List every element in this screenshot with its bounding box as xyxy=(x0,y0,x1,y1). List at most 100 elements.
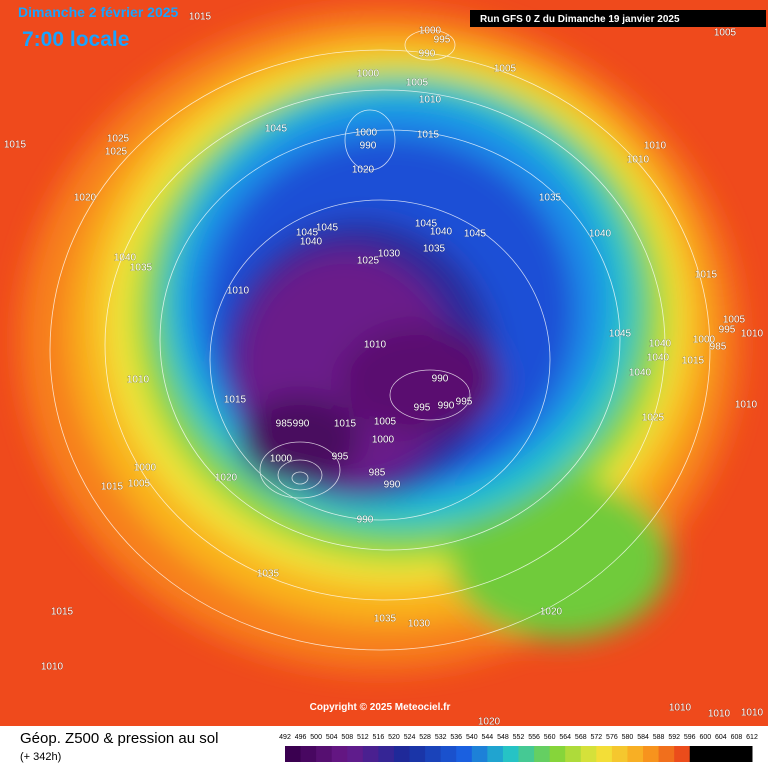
pressure-label: 1010 xyxy=(419,95,442,106)
pressure-label: 1030 xyxy=(378,249,401,260)
pressure-label: 1015 xyxy=(682,356,705,367)
scale-label: 560 xyxy=(544,734,556,741)
scale-swatch xyxy=(720,746,737,762)
scale-label: 572 xyxy=(590,734,602,741)
scale-swatch xyxy=(643,746,660,762)
scale-swatch xyxy=(580,746,597,762)
pressure-label: 990 xyxy=(419,49,436,60)
pressure-label: 1025 xyxy=(357,256,380,267)
scale-label: 544 xyxy=(482,734,494,741)
pressure-label: 1040 xyxy=(589,229,612,240)
scale-label: 548 xyxy=(497,734,509,741)
scale-swatch xyxy=(705,746,722,762)
pressure-label: 995 xyxy=(332,452,349,463)
pressure-label: 1010 xyxy=(741,708,764,719)
geopotential-field xyxy=(20,10,740,670)
pressure-label: 1020 xyxy=(215,473,238,484)
scale-swatch xyxy=(565,746,582,762)
scale-label: 496 xyxy=(295,734,307,741)
pressure-label: 1045 xyxy=(296,228,319,239)
pressure-label: 1045 xyxy=(464,229,487,240)
scale-swatch xyxy=(393,746,411,762)
pressure-label: 1015 xyxy=(189,12,212,23)
pressure-label: 1000 xyxy=(355,128,378,139)
pressure-label: 1010 xyxy=(41,662,64,673)
forecast-time: 7:00 locale xyxy=(22,28,129,51)
color-scale: 492 496 500 504 508 512 516 520 524 528 532 536 540 5… xyxy=(279,734,758,762)
scale-swatch xyxy=(456,746,473,762)
pressure-label: 1025 xyxy=(105,147,128,158)
pressure-label: 1035 xyxy=(423,244,446,255)
pressure-label: 1020 xyxy=(74,193,97,204)
scale-label: 600 xyxy=(699,734,711,741)
pressure-label: 985 xyxy=(710,342,727,353)
scale-swatch xyxy=(331,746,348,762)
pressure-label: 990 xyxy=(293,419,310,430)
scale-label: 556 xyxy=(528,734,540,741)
scale-label: 504 xyxy=(326,734,338,741)
scale-swatch xyxy=(316,746,333,762)
scale-label: 524 xyxy=(404,734,416,741)
pressure-label: 990 xyxy=(360,141,377,152)
scale-swatch xyxy=(487,746,504,762)
scale-swatch xyxy=(689,746,706,762)
pressure-label: 1025 xyxy=(107,134,130,145)
pressure-label: 1025 xyxy=(642,413,665,424)
scale-label: 568 xyxy=(575,734,587,741)
scale-swatch xyxy=(627,746,644,762)
pressure-label: 1010 xyxy=(644,141,667,152)
pressure-label: 1015 xyxy=(4,140,27,151)
scale-swatch xyxy=(440,746,457,762)
scale-swatch xyxy=(285,746,302,762)
scale-swatch xyxy=(611,746,628,762)
pressure-label: 1040 xyxy=(430,227,453,238)
pressure-label: 1000 xyxy=(270,454,293,465)
pressure-label: 1035 xyxy=(130,263,153,274)
pressure-label: 1045 xyxy=(265,124,288,135)
scale-swatch xyxy=(534,746,551,762)
pressure-label: 1030 xyxy=(408,619,431,630)
scale-swatch xyxy=(409,746,426,762)
pressure-label: 1010 xyxy=(741,329,764,340)
pressure-label: 1015 xyxy=(417,130,440,141)
scale-label: 492 xyxy=(279,734,291,741)
pressure-label: 1040 xyxy=(649,339,672,350)
pressure-label: 1045 xyxy=(609,329,632,340)
scale-swatch xyxy=(362,746,379,762)
scale-swatch xyxy=(425,746,442,762)
scale-swatch xyxy=(347,746,364,762)
pressure-label: 1000 xyxy=(419,26,442,37)
pressure-label: 1020 xyxy=(540,607,563,618)
scale-label: 520 xyxy=(388,734,400,741)
pressure-label: 1040 xyxy=(629,368,652,379)
pressure-label: 1010 xyxy=(708,709,731,720)
pressure-label: 1005 xyxy=(406,78,429,89)
scale-label: 540 xyxy=(466,734,478,741)
pressure-label: 1005 xyxy=(494,64,517,75)
pressure-label: 1010 xyxy=(627,155,650,166)
pressure-label: 1010 xyxy=(735,400,758,411)
pressure-label: 1005 xyxy=(723,315,746,326)
scale-label: 552 xyxy=(513,734,525,741)
pressure-label: 1010 xyxy=(127,375,150,386)
scale-swatch xyxy=(658,746,675,762)
pressure-label: 995 xyxy=(456,397,473,408)
scale-swatch xyxy=(471,746,488,762)
pressure-label: 990 xyxy=(384,480,401,491)
pressure-label: 985 xyxy=(369,468,386,479)
pressure-label: 995 xyxy=(719,325,736,336)
forecast-date: Dimanche 2 février 2025 xyxy=(18,4,179,20)
pressure-label: 985 xyxy=(276,419,293,430)
scale-label: 592 xyxy=(668,734,680,741)
footer-title: Géop. Z500 & pression au sol xyxy=(20,730,218,747)
pressure-label: 1010 xyxy=(227,286,250,297)
pressure-labels: 1015 1015 1025 1025 1020 1045 1000 995 990 1000 10… xyxy=(3,11,764,726)
scale-swatch xyxy=(518,746,535,762)
weather-map: 1015 1015 1025 1025 1020 1045 1000 995 990 1000 10… xyxy=(0,0,768,726)
scale-label: 580 xyxy=(622,734,634,741)
pressure-label: 1035 xyxy=(374,614,397,625)
pressure-label: 1015 xyxy=(224,395,247,406)
pressure-label: 1040 xyxy=(300,237,323,248)
scale-label: 564 xyxy=(559,734,571,741)
footer: Géop. Z500 & pression au sol (+ 342h) 49… xyxy=(20,730,758,763)
